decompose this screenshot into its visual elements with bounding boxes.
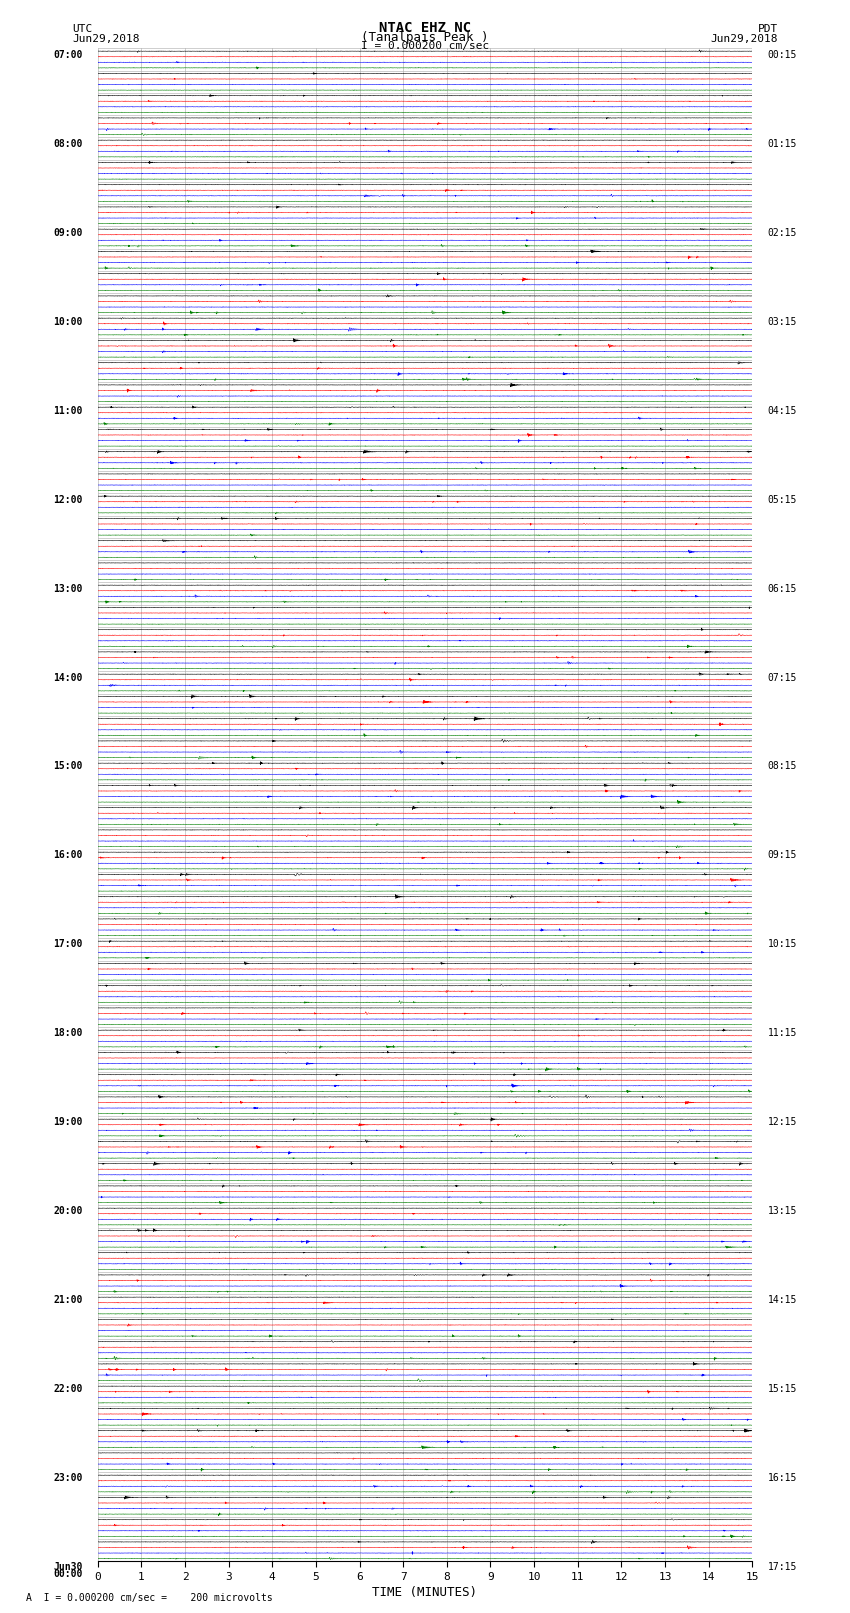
Text: 11:15: 11:15 — [768, 1029, 797, 1039]
Text: 12:15: 12:15 — [768, 1118, 797, 1127]
Text: 14:00: 14:00 — [53, 673, 82, 682]
Text: 00:15: 00:15 — [768, 50, 797, 60]
Text: 04:15: 04:15 — [768, 405, 797, 416]
Text: 13:15: 13:15 — [768, 1207, 797, 1216]
Text: 22:00: 22:00 — [53, 1384, 82, 1395]
Text: 09:15: 09:15 — [768, 850, 797, 860]
Text: 08:00: 08:00 — [53, 139, 82, 148]
Text: 20:00: 20:00 — [53, 1207, 82, 1216]
Text: (Tanalpais Peak ): (Tanalpais Peak ) — [361, 31, 489, 44]
Text: 14:15: 14:15 — [768, 1295, 797, 1305]
Text: UTC: UTC — [72, 24, 93, 34]
Text: 08:15: 08:15 — [768, 761, 797, 771]
Text: 07:00: 07:00 — [53, 50, 82, 60]
Text: 01:15: 01:15 — [768, 139, 797, 148]
Text: 12:00: 12:00 — [53, 495, 82, 505]
Text: 00:00: 00:00 — [53, 1569, 82, 1579]
Text: 03:15: 03:15 — [768, 316, 797, 326]
Text: A  I = 0.000200 cm/sec =    200 microvolts: A I = 0.000200 cm/sec = 200 microvolts — [26, 1594, 272, 1603]
Text: 15:00: 15:00 — [53, 761, 82, 771]
Text: NTAC EHZ NC: NTAC EHZ NC — [379, 21, 471, 35]
Text: 11:00: 11:00 — [53, 405, 82, 416]
Text: 15:15: 15:15 — [768, 1384, 797, 1395]
Text: 09:00: 09:00 — [53, 227, 82, 237]
X-axis label: TIME (MINUTES): TIME (MINUTES) — [372, 1586, 478, 1598]
Text: 16:15: 16:15 — [768, 1474, 797, 1484]
Text: Jun29,2018: Jun29,2018 — [711, 34, 778, 44]
Text: 05:15: 05:15 — [768, 495, 797, 505]
Text: 10:00: 10:00 — [53, 316, 82, 326]
Text: 16:00: 16:00 — [53, 850, 82, 860]
Text: 21:00: 21:00 — [53, 1295, 82, 1305]
Text: 19:00: 19:00 — [53, 1118, 82, 1127]
Text: Jun30: Jun30 — [53, 1563, 82, 1573]
Text: 10:15: 10:15 — [768, 939, 797, 950]
Text: I = 0.000200 cm/sec: I = 0.000200 cm/sec — [361, 40, 489, 52]
Text: 06:15: 06:15 — [768, 584, 797, 594]
Text: 13:00: 13:00 — [53, 584, 82, 594]
Text: 23:00: 23:00 — [53, 1474, 82, 1484]
Text: 18:00: 18:00 — [53, 1029, 82, 1039]
Text: 07:15: 07:15 — [768, 673, 797, 682]
Text: 17:00: 17:00 — [53, 939, 82, 950]
Text: 17:15: 17:15 — [768, 1563, 797, 1573]
Text: 02:15: 02:15 — [768, 227, 797, 237]
Text: PDT: PDT — [757, 24, 778, 34]
Text: Jun29,2018: Jun29,2018 — [72, 34, 139, 44]
